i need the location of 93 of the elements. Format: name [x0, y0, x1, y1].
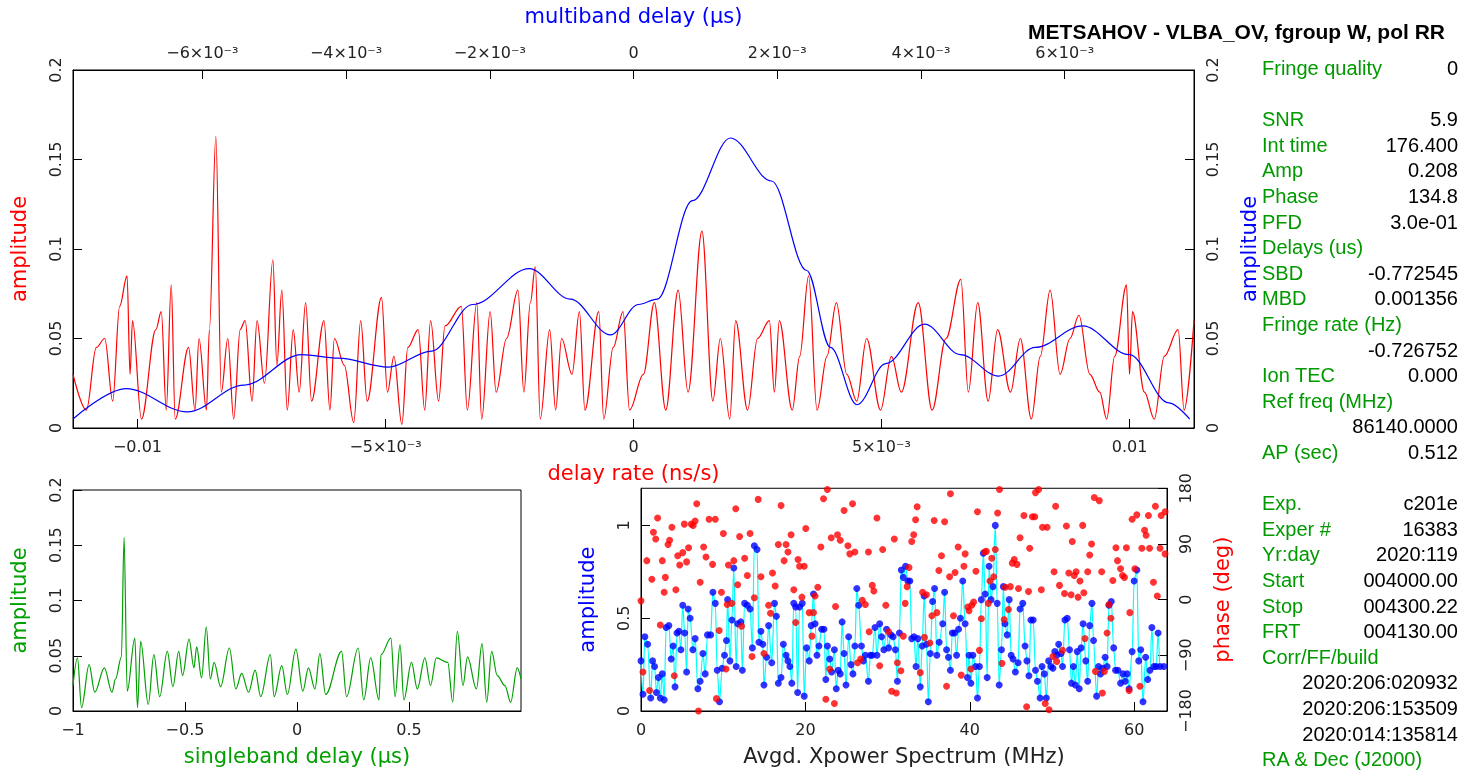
category-label: Int time [1262, 132, 1328, 157]
x-axis-title: Avgd. Xpower Spectrum (MHz) [743, 743, 1065, 768]
text: 2020:119 [1376, 543, 1458, 566]
text: 16383 [1402, 517, 1458, 540]
x-tick-label: 20 [795, 719, 816, 739]
y2-tick-label: 0.2 [1202, 57, 1222, 83]
category-label: Exp. [1262, 491, 1303, 516]
y-axis-title: amplitude [6, 195, 31, 303]
category-label: Phase [1262, 184, 1319, 208]
y-tick-label: 0.05 [45, 320, 65, 357]
x-axis-title: singleband delay (μs) [183, 743, 411, 768]
x-tick-label: −1 [61, 719, 85, 739]
category-label: Corr/FF/build [1262, 644, 1379, 669]
x-tick-label: 0.01 [1111, 436, 1148, 456]
category-label: Start [1262, 568, 1305, 592]
y-tick-label: 0.1 [45, 587, 65, 614]
text: 176.400 [1385, 133, 1458, 156]
text: 0.001356 [1374, 287, 1458, 310]
y-tick-label: 0.2 [45, 477, 65, 503]
category-label: Ion TEC [1262, 363, 1335, 388]
text: 004130.00 [1363, 620, 1458, 643]
text: 134.8 [1407, 185, 1458, 207]
y-tick-label: 0.15 [45, 141, 65, 178]
y-axis-title: amplitude [6, 547, 31, 654]
text: -0.772545 [1367, 261, 1458, 284]
y2-tick-label: 0 [1202, 422, 1222, 434]
y2-axis-title: phase (deg) [1209, 536, 1234, 663]
text: c201e [1403, 492, 1458, 515]
category-label: RA & Dec (J2000) [1262, 747, 1423, 771]
category-label: Exper # [1262, 516, 1331, 541]
x-tick-label: −5×10⁻³ [349, 436, 422, 456]
x-tick-label: −0.01 [112, 436, 162, 456]
y2-axis-title: amplitude [1236, 195, 1261, 303]
category-label: SBD [1262, 260, 1304, 285]
category-label: FRT [1262, 619, 1301, 644]
x-tick-label: 0 [635, 719, 647, 739]
text: 0.208 [1407, 159, 1458, 182]
x2-tick-label: 6×10⁻³ [1035, 42, 1095, 62]
x-tick-label: 0 [291, 719, 303, 739]
y2-tick-label: −90 [1175, 638, 1195, 673]
y2-tick-label: −180 [1175, 689, 1195, 733]
x2-tick-label: 2×10⁻³ [747, 42, 807, 62]
y2-tick-label: 90 [1175, 533, 1195, 555]
category-label: Yr:day [1262, 542, 1320, 567]
category-label: SNR [1262, 107, 1305, 132]
category-label: Stop [1262, 593, 1304, 618]
y-tick-label: 0.2 [45, 57, 65, 83]
x2-tick-label: −2×10⁻³ [453, 42, 526, 62]
x-tick-label: 60 [1123, 719, 1145, 739]
text: METSAHOV - VLBA_OV, fgroup W, pol RR [1028, 20, 1446, 43]
category-label: Ref freq (MHz) [1262, 388, 1394, 413]
y-tick-label: 0 [613, 705, 633, 717]
text: 2020:206:153509 [1302, 697, 1458, 719]
x2-axis-title: multiband delay (μs) [524, 3, 743, 28]
text: 5.9 [1430, 108, 1458, 131]
x2-tick-label: 4×10⁻³ [891, 42, 951, 62]
text: 004300.22 [1363, 594, 1458, 617]
category-label: Fringe quality [1262, 56, 1383, 80]
category-label: MBD [1262, 286, 1307, 311]
y2-tick-label: 0.15 [1202, 141, 1222, 178]
x2-tick-label: −4×10⁻³ [309, 42, 383, 62]
y-tick-label: 0.15 [45, 527, 65, 564]
y2-tick-label: 0.1 [1202, 236, 1222, 262]
x-tick-label: 0.5 [396, 719, 422, 739]
category-label: AP (sec) [1262, 440, 1339, 464]
y-tick-label: 0 [45, 705, 65, 717]
y-tick-label: 1 [613, 520, 633, 531]
x-tick-label: −0.5 [165, 719, 205, 739]
x2-tick-label: −6×10⁻³ [166, 42, 239, 62]
text: 2020:206:020932 [1302, 671, 1458, 694]
y-tick-label: 0 [45, 422, 65, 434]
x-tick-label: 5×10⁻³ [852, 436, 911, 456]
category-label: PFD [1262, 209, 1302, 234]
x-tick-label: 40 [959, 719, 980, 739]
y2-tick-label: 0.05 [1202, 320, 1222, 357]
text: 86140.0000 [1352, 415, 1458, 438]
y2-tick-label: 180 [1175, 473, 1195, 504]
y-tick-label: 0.05 [45, 637, 65, 674]
text: -0.726752 [1367, 338, 1458, 361]
text: 0.512 [1407, 441, 1458, 463]
x-axis-title: delay rate (ns/s) [547, 460, 720, 485]
y-tick-label: 0.1 [45, 236, 65, 262]
text: 2020:014:135814 [1302, 722, 1458, 745]
category-label: Fringe rate (Hz) [1262, 312, 1403, 336]
text: 3.0e-01 [1390, 210, 1458, 233]
text: 004000.00 [1363, 569, 1458, 591]
y-tick-label: 0.5 [613, 605, 633, 631]
category-label: Delays (us) [1262, 235, 1364, 260]
y-axis-title: amplitude [574, 546, 599, 653]
text: 0.000 [1407, 364, 1458, 387]
y2-tick-label: 0 [1175, 594, 1195, 605]
text: 0 [1446, 57, 1458, 79]
category-label: Amp [1262, 158, 1304, 183]
